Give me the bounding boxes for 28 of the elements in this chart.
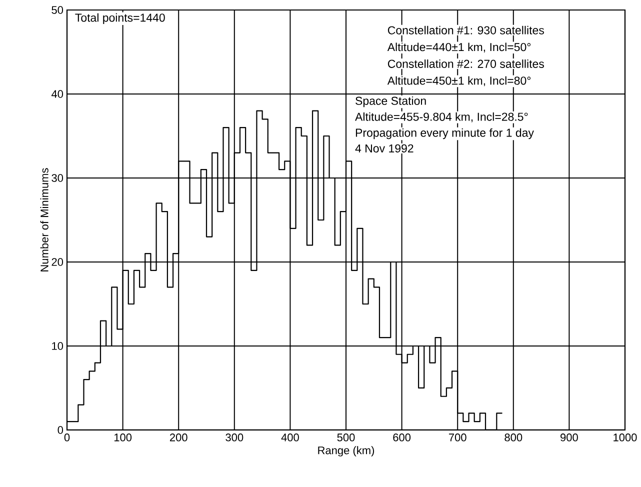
x-tick-label: 1000: [614, 434, 637, 442]
annotation: Constellation #1: 930 satellites: [388, 26, 544, 34]
x-tick-label: 800: [504, 434, 522, 442]
y-tick-label: 50: [52, 6, 64, 14]
x-tick-label: 0: [64, 434, 70, 442]
x-tick-label: 200: [170, 434, 188, 442]
annotation: Propagation every minute for 1 day: [356, 128, 534, 140]
x-tick-label: 600: [393, 434, 411, 442]
x-tick-label: 700: [448, 434, 466, 442]
x-tick-label: 900: [560, 434, 578, 442]
y-tick-label: 10: [52, 342, 64, 350]
x-tick-label: 300: [226, 434, 244, 442]
annotation: Total points=1440: [75, 13, 165, 24]
annotation: 4 Nov 1992: [355, 144, 414, 152]
annotation: Constellation #2: 270 satellites: [388, 60, 544, 68]
y-tick-label: 30: [52, 174, 64, 182]
annotation: Altitude=455-9.804 km, Incl=28.5°: [355, 112, 528, 122]
annotation: Altitude=450±1 km, Incl=80°: [387, 76, 531, 86]
y-tick-label: 0: [58, 426, 64, 434]
annotation: Altitude=440±1 km, Incl=50°: [387, 42, 531, 52]
y-tick-label: 40: [51, 90, 64, 98]
y-tick-label: 20: [52, 258, 64, 266]
y-axis-title: Number of Minimums: [40, 168, 48, 272]
x-tick-label: 100: [114, 434, 132, 442]
x-tick-label: 400: [281, 434, 299, 442]
x-tick-label: 500: [337, 434, 355, 442]
x-axis-title: Range (km): [318, 446, 374, 456]
annotation: Space Station: [356, 96, 426, 108]
